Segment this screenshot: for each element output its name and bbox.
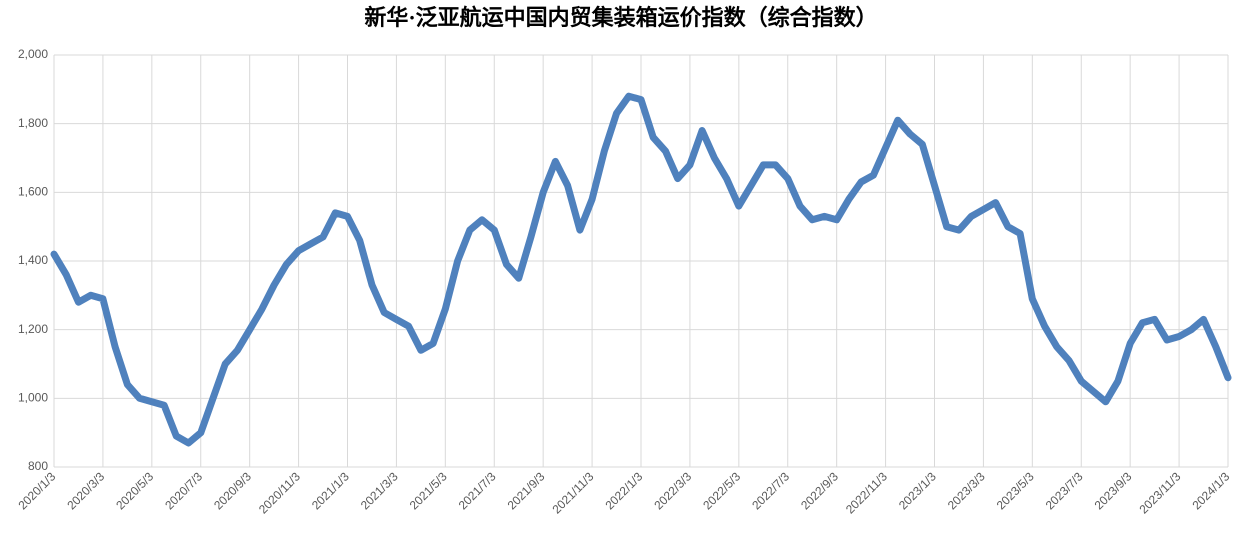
chart-title: 新华·泛亚航运中国内贸集装箱运价指数（综合指数） [364,5,877,30]
line-series [50,92,1232,447]
x-tick-label: 2020/7/3 [162,469,205,512]
x-tick-label: 2020/5/3 [113,469,156,512]
x-tick-label: 2023/7/3 [1043,469,1086,512]
x-tick-label: 2022/3/3 [651,469,694,512]
x-tick-label: 2023/3/3 [945,469,988,512]
x-tick-label: 2022/7/3 [749,469,792,512]
x-tick-label: 2020/9/3 [211,469,254,512]
x-tick-label: 2020/11/3 [256,469,303,516]
y-tick-label: 800 [28,459,48,473]
x-tick-label: 2021/3/3 [358,469,401,512]
x-tick-label: 2021/11/3 [549,469,596,516]
x-tick-label: 2023/1/3 [896,469,939,512]
x-tick-label: 2022/9/3 [798,469,841,512]
x-tick-label: 2023/9/3 [1092,469,1135,512]
x-tick-label: 2022/5/3 [700,469,743,512]
y-tick-label: 2,000 [18,47,48,61]
x-tick-label: 2024/1/3 [1189,469,1232,512]
x-tick-label: 2021/7/3 [456,469,499,512]
x-tick-label: 2022/11/3 [843,469,890,516]
x-tick-label: 2021/9/3 [505,469,548,512]
x-tick-label: 2023/5/3 [994,469,1037,512]
y-tick-label: 1,000 [18,391,48,405]
y-tick-label: 1,400 [18,253,48,267]
x-tick-label: 2020/3/3 [64,469,107,512]
x-tick-label: 2023/11/3 [1136,469,1183,516]
y-tick-label: 1,800 [18,116,48,130]
y-tick-label: 1,200 [18,322,48,336]
x-tick-label: 2021/1/3 [309,469,352,512]
x-tick-label: 2022/1/3 [602,469,645,512]
y-tick-label: 1,600 [18,185,48,199]
x-tick-label: 2020/1/3 [15,469,58,512]
x-tick-label: 2021/5/3 [407,469,450,512]
